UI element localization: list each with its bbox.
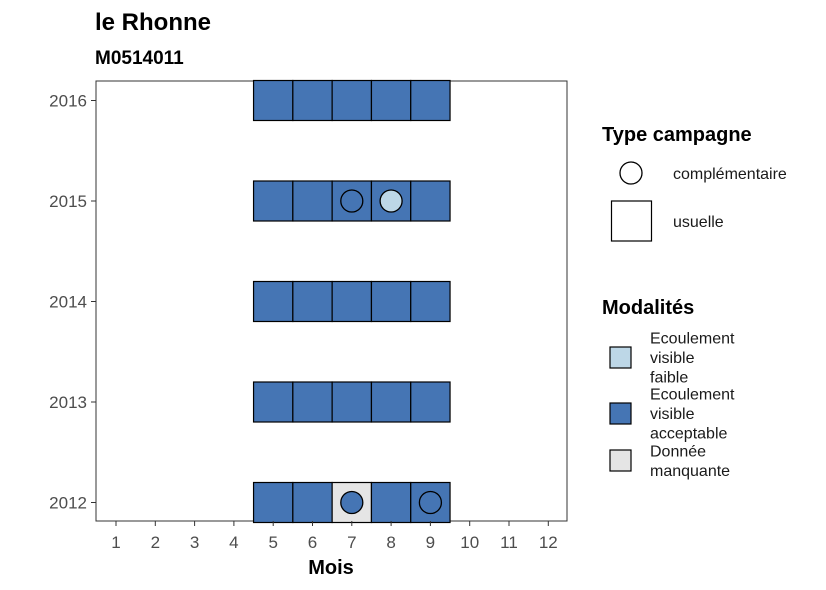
point-2015-8 xyxy=(379,189,403,213)
x-tick-label: 5 xyxy=(268,533,277,552)
chart-title: le Rhonne xyxy=(95,9,211,36)
cell-2012-5 xyxy=(252,481,294,524)
x-tick-label: 12 xyxy=(539,533,558,552)
point-2015-7 xyxy=(340,189,364,213)
chart-subtitle: M0514011 xyxy=(95,48,184,69)
cell-2014-5 xyxy=(252,280,294,323)
cell-2015-5 xyxy=(252,180,294,222)
legend-label-line: manquante xyxy=(650,463,730,480)
cell-2013-7 xyxy=(331,381,373,423)
legend-label-line: Donnée xyxy=(650,443,706,460)
legend-type-title: Type campagne xyxy=(602,124,752,146)
legend-key-manquante xyxy=(609,449,632,472)
legend-label-line: Ecoulement xyxy=(650,387,735,404)
legend-type-label: usuelle xyxy=(673,214,724,231)
cell-2013-9 xyxy=(410,381,451,423)
cell-2013-8 xyxy=(370,381,412,423)
x-tick-label: 10 xyxy=(460,533,479,552)
y-tick-label: 2015 xyxy=(49,192,87,211)
x-tick-label: 3 xyxy=(190,533,199,552)
cell-2015-9 xyxy=(410,180,451,222)
legend-key-faible xyxy=(609,346,632,369)
x-tick-label: 7 xyxy=(347,533,356,552)
legend-label-acceptable: Ecoulement visible acceptable xyxy=(650,387,735,443)
cell-2016-7 xyxy=(331,79,373,122)
legend-key-square xyxy=(610,200,653,242)
legend-label-line: visible xyxy=(650,406,695,423)
legend-label-manquante: Donnée manquante xyxy=(650,443,730,480)
y-tick-label: 2013 xyxy=(49,393,87,412)
y-tick-label: 2012 xyxy=(49,494,87,513)
x-tick-label: 8 xyxy=(386,533,395,552)
cell-2014-7 xyxy=(331,280,373,323)
x-tick-label: 2 xyxy=(151,533,160,552)
cell-2016-9 xyxy=(410,79,451,122)
cell-2016-8 xyxy=(370,79,412,122)
x-tick-label: 6 xyxy=(308,533,317,552)
legend-layer: Type campagne complémentaire usuelle Modali… xyxy=(602,124,787,480)
y-tick-label: 2016 xyxy=(49,92,87,111)
legend-label-line: faible xyxy=(650,370,688,387)
legend-label-line: acceptable xyxy=(650,426,727,443)
y-tick-label: 2014 xyxy=(49,293,87,312)
x-axis-label: Mois xyxy=(308,557,354,579)
cell-2014-9 xyxy=(410,280,451,323)
cell-2014-8 xyxy=(370,280,412,323)
legend-label-line: Ecoulement xyxy=(650,331,735,348)
cell-2013-6 xyxy=(292,381,333,423)
cell-2016-5 xyxy=(252,79,294,122)
x-tick-label: 9 xyxy=(426,533,435,552)
legend-key-acceptable xyxy=(609,402,632,425)
legend-type-label: complémentaire xyxy=(673,166,787,183)
legend-key-circle xyxy=(619,161,643,185)
cell-2014-6 xyxy=(292,280,333,323)
cell-2016-6 xyxy=(292,79,333,122)
legend-modalites-title: Modalités xyxy=(602,297,694,319)
points-layer xyxy=(340,189,443,515)
cell-2012-6 xyxy=(292,481,333,524)
point-2012-9 xyxy=(418,490,443,515)
x-tick-label: 1 xyxy=(111,533,120,552)
x-tick-label: 4 xyxy=(229,533,238,552)
cell-2015-6 xyxy=(292,180,333,222)
cell-2013-5 xyxy=(252,381,294,423)
legend-label-line: visible xyxy=(650,350,695,367)
cell-2012-8 xyxy=(370,481,412,524)
point-2012-7 xyxy=(340,490,364,515)
x-tick-label: 11 xyxy=(500,533,518,552)
legend-label-faible: Ecoulement visible faible xyxy=(650,331,735,387)
cells-layer xyxy=(252,79,451,524)
